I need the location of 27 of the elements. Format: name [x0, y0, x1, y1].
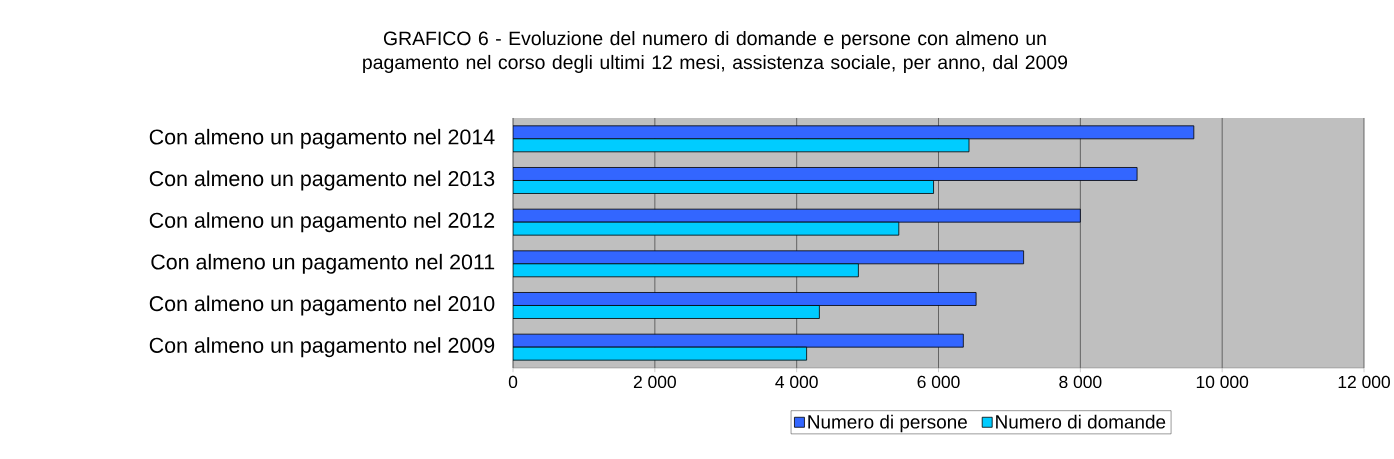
- bar: [513, 250, 1025, 265]
- x-tick-label: 2 000: [633, 375, 676, 389]
- bar: [513, 138, 970, 153]
- y-tick-label: Con almeno un pagamento nel 2014: [149, 128, 495, 149]
- legend-label: Numero di domande: [996, 414, 1166, 429]
- x-tick-label: 4 000: [775, 375, 818, 389]
- y-tick-label: Con almeno un pagamento nel 2012: [149, 212, 495, 233]
- y-tick-label: Con almeno un pagamento nel 2010: [149, 295, 495, 316]
- x-tick-label: 10 000: [1196, 375, 1249, 389]
- y-tick-label: Con almeno un pagamento nel 2009: [149, 337, 495, 358]
- bar: [513, 263, 859, 278]
- x-tick-label: 12 000: [1338, 375, 1390, 389]
- bar: [513, 180, 934, 194]
- chart-title: GRAFICO 6 - Evoluzione del numero di domande e persone con almeno un pagamento nel corso degli ultimi 12 mesi, assistenza sociale, per anno, dal 2009: [363, 30, 1068, 73]
- bar: [513, 346, 808, 361]
- bar: [513, 167, 1138, 181]
- bar: [513, 305, 820, 319]
- x-tick-label: 8 000: [1059, 375, 1102, 389]
- bar: [513, 221, 900, 236]
- legend-label: Numero di persone: [808, 414, 967, 433]
- bar: [513, 125, 1195, 140]
- y-tick-label: Con almeno un pagamento nel 2011: [151, 253, 495, 274]
- x-tick-label: 6 000: [917, 375, 960, 389]
- y-tick-label: Con almeno un pagamento nel 2013: [149, 170, 495, 191]
- x-tick-label: 0: [508, 375, 518, 389]
- bar: [513, 292, 977, 306]
- bar: [513, 333, 964, 348]
